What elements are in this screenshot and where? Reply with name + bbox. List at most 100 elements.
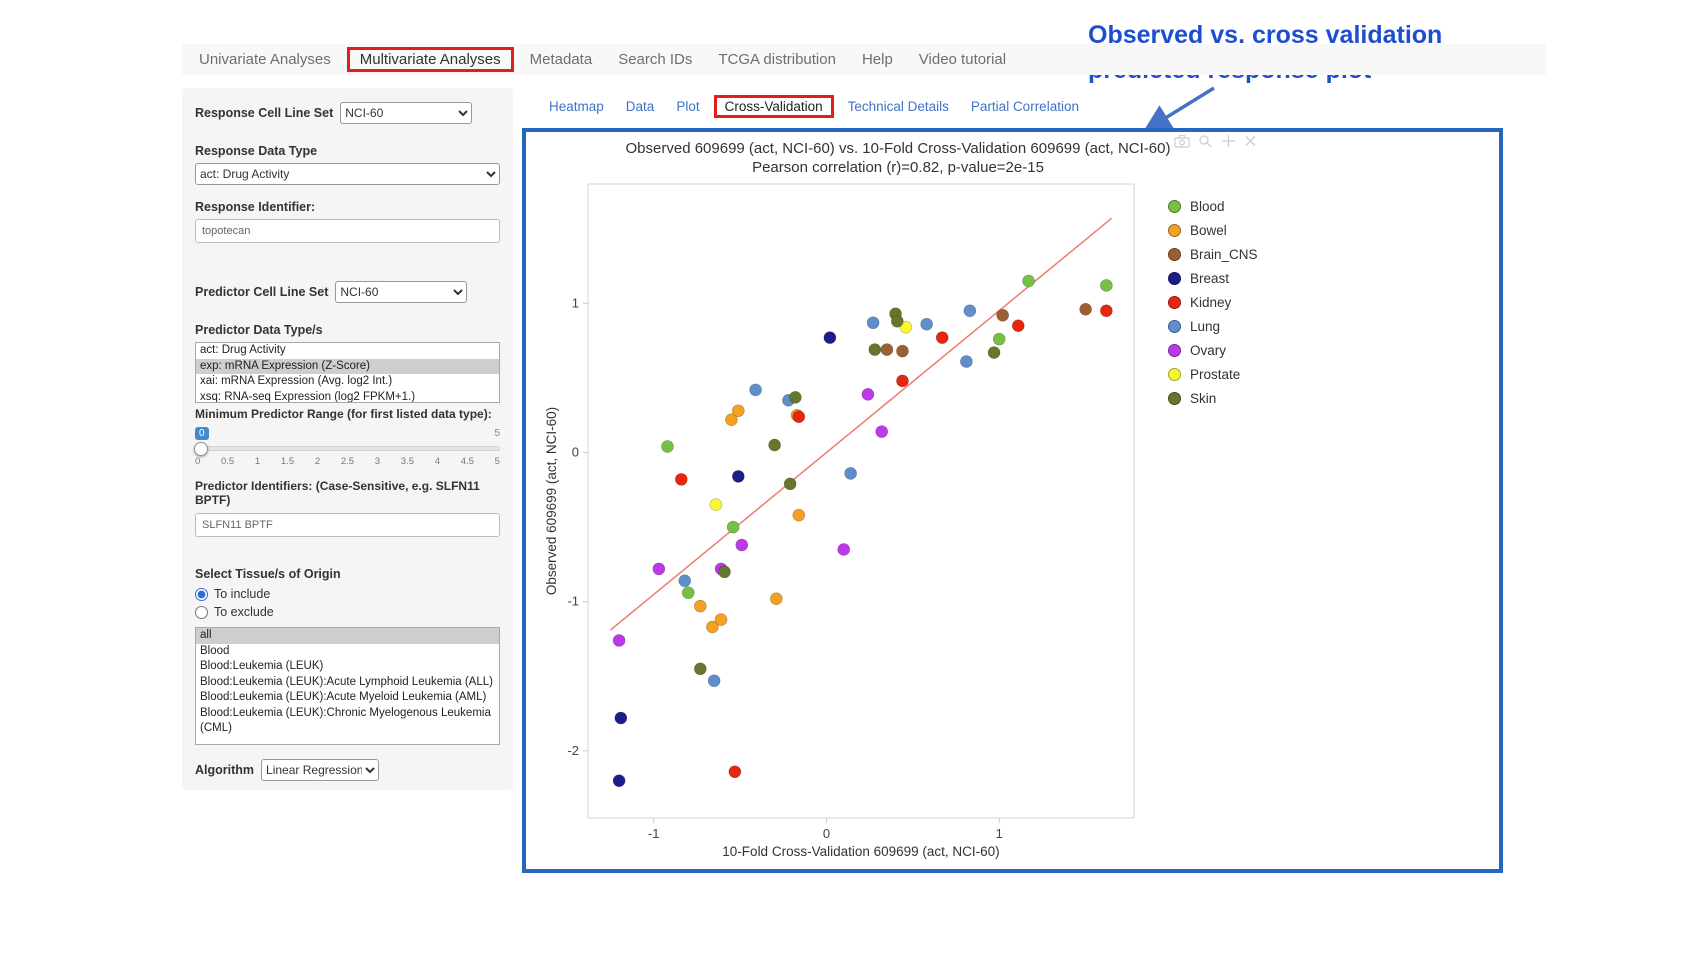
- plot-subtitle: Pearson correlation (r)=0.82, p-value=2e…: [752, 159, 1044, 176]
- predictor-identifiers-input[interactable]: [195, 513, 500, 537]
- predictor-data-types-label: Predictor Data Type/s: [195, 323, 323, 337]
- plot-area[interactable]: [587, 183, 1135, 819]
- subtab-heatmap[interactable]: Heatmap: [549, 98, 604, 114]
- legend-dot: [1168, 343, 1181, 357]
- response-identifier-label: Response Identifier:: [195, 200, 316, 214]
- top-nav: Univariate Analyses Multivariate Analyse…: [182, 44, 1546, 75]
- scatter-point-Ovary: [652, 562, 666, 576]
- radio-to-include-label: To include: [214, 587, 271, 601]
- scatter-point-Brain_CNS: [1079, 303, 1092, 316]
- legend-dot: [1168, 391, 1181, 405]
- radio-to-include[interactable]: To include: [195, 587, 500, 601]
- option-exp-mrna-zscore[interactable]: exp: mRNA Expression (Z-Score): [196, 358, 499, 374]
- response-cell-line-set-select[interactable]: NCI-60: [340, 102, 473, 124]
- legend-item-Bowel[interactable]: Bowel: [1168, 218, 1258, 242]
- x-tick-label: 0: [823, 826, 830, 841]
- slider-tick: 1.5: [280, 456, 295, 467]
- slider-tick: 5: [494, 456, 500, 467]
- legend-item-Lung[interactable]: Lung: [1168, 314, 1258, 338]
- response-data-type-label: Response Data Type: [195, 144, 318, 158]
- scatter-point-Kidney: [675, 473, 688, 486]
- scatter-point-Lung: [960, 355, 973, 368]
- subtab-partial-correlation[interactable]: Partial Correlation: [970, 98, 1079, 114]
- plot-modebar: [1174, 134, 1257, 148]
- option-all[interactable]: all: [196, 628, 499, 644]
- plot-title: Observed 609699 (act, NCI-60) vs. 10-Fol…: [625, 140, 1171, 157]
- cross-validation-plot-panel: Observed 609699 (act, NCI-60) vs. 10-Fol…: [522, 128, 1503, 873]
- response-data-type-select[interactable]: act: Drug Activity: [195, 163, 500, 185]
- x-axis-label: 10-Fold Cross-Validation 609699 (act, NC…: [722, 844, 999, 859]
- radio-to-include-input[interactable]: [195, 587, 208, 601]
- nav-tab-multivariate-analyses[interactable]: Multivariate Analyses: [346, 47, 514, 72]
- nav-tab-search-ids[interactable]: Search IDs: [618, 51, 693, 68]
- scatter-point-Brain_CNS: [880, 343, 894, 356]
- scatter-point-Ovary: [875, 425, 889, 438]
- slider-track[interactable]: [195, 446, 500, 451]
- camera-icon[interactable]: [1174, 134, 1190, 148]
- scatter-point-Blood: [1022, 274, 1035, 288]
- legend-item-Kidney[interactable]: Kidney: [1168, 290, 1258, 314]
- slider-value-badge: 0: [195, 426, 209, 440]
- scatter-point-Kidney: [935, 331, 949, 344]
- nav-tab-video-tutorial[interactable]: Video tutorial: [918, 51, 1007, 68]
- radio-to-exclude[interactable]: To exclude: [195, 605, 500, 619]
- slider-handle[interactable]: [194, 442, 208, 456]
- subtab-cross-validation[interactable]: Cross-Validation: [713, 94, 834, 118]
- nav-tab-univariate-analyses[interactable]: Univariate Analyses: [199, 51, 331, 68]
- scatter-point-Lung: [678, 574, 692, 588]
- scatter-point-Blood: [992, 332, 1006, 346]
- scatter-point-Blood: [726, 520, 740, 534]
- option-blood-leukemia-all[interactable]: Blood:Leukemia (LEUK):Acute Lymphoid Leu…: [200, 675, 493, 688]
- legend-item-Prostate[interactable]: Prostate: [1168, 362, 1258, 386]
- scatter-point-Breast: [614, 711, 628, 725]
- nav-tab-tcga-distribution[interactable]: TCGA distribution: [718, 51, 836, 68]
- legend-label: Prostate: [1190, 366, 1241, 382]
- scatter-point-Prostate: [709, 498, 723, 512]
- predictor-cell-line-set-select[interactable]: NCI-60: [335, 281, 468, 303]
- option-act-drug-activity[interactable]: act: Drug Activity: [200, 344, 286, 356]
- scatter-point-Lung: [707, 674, 721, 688]
- nav-tab-help[interactable]: Help: [861, 51, 893, 68]
- analysis-subtabs: Heatmap Data Plot Cross-Validation Techn…: [538, 92, 1090, 120]
- plot-titles: Observed 609699 (act, NCI-60) vs. 10-Fol…: [546, 139, 1250, 177]
- scatter-plot[interactable]: -1 0 1 -2 -1 0 1 10-Fold Cross-Validation 60969…: [542, 178, 1146, 872]
- legend-item-Breast[interactable]: Breast: [1168, 266, 1258, 290]
- option-blood-leukemia-aml[interactable]: Blood:Leukemia (LEUK):Acute Myeloid Leuk…: [200, 691, 487, 703]
- legend-dot: [1168, 367, 1181, 381]
- option-blood[interactable]: Blood: [200, 644, 230, 657]
- pan-icon[interactable]: [1221, 134, 1236, 148]
- nav-tab-metadata[interactable]: Metadata: [529, 51, 593, 68]
- response-identifier-input[interactable]: [195, 219, 500, 243]
- option-blood-leukemia[interactable]: Blood:Leukemia (LEUK): [200, 660, 324, 672]
- subtab-plot[interactable]: Plot: [676, 98, 700, 114]
- algorithm-select[interactable]: Linear Regression: [261, 759, 380, 781]
- subtab-data[interactable]: Data: [625, 98, 655, 114]
- scatter-point-Skin: [789, 391, 802, 404]
- legend-dot: [1168, 295, 1181, 309]
- legend-item-Skin[interactable]: Skin: [1168, 386, 1258, 410]
- legend-label: Skin: [1190, 390, 1217, 406]
- close-icon[interactable]: [1244, 134, 1257, 148]
- zoom-icon[interactable]: [1198, 134, 1213, 148]
- scatter-point-Ovary: [735, 538, 749, 552]
- legend-item-Blood[interactable]: Blood: [1168, 194, 1258, 218]
- scatter-point-Kidney: [728, 765, 742, 779]
- legend-dot: [1168, 271, 1181, 285]
- slider-tick: 3: [374, 456, 381, 467]
- min-predictor-range-label: Minimum Predictor Range (for first liste…: [195, 407, 492, 421]
- legend-item-Ovary[interactable]: Ovary: [1168, 338, 1258, 362]
- legend-label: Breast: [1190, 270, 1230, 286]
- slider-max-label: 5: [494, 427, 500, 439]
- legend-label: Lung: [1190, 318, 1221, 334]
- radio-to-exclude-input[interactable]: [195, 605, 208, 619]
- scatter-point-Blood: [1100, 279, 1113, 292]
- legend-item-Brain_CNS[interactable]: Brain_CNS: [1168, 242, 1258, 266]
- min-predictor-range-slider: 0 5 0 0.5 1 1.5 2 2.5 3 3.5 4 4.5 5: [194, 426, 500, 467]
- option-xai-mrna-avg-log2[interactable]: xai: mRNA Expression (Avg. log2 Int.): [200, 375, 393, 387]
- subtab-technical-details[interactable]: Technical Details: [847, 98, 949, 114]
- scatter-point-Skin: [718, 565, 731, 579]
- x-tick-label: 1: [996, 826, 1003, 841]
- tissue-listbox: all Blood Blood:Leukemia (LEUK) Blood:Le…: [195, 627, 500, 745]
- option-blood-leukemia-cml[interactable]: Blood:Leukemia (LEUK):Chronic Myelogenou…: [200, 706, 491, 735]
- option-xsq-rnaseq[interactable]: xsq: RNA-seq Expression (log2 FPKM+1.): [200, 390, 416, 403]
